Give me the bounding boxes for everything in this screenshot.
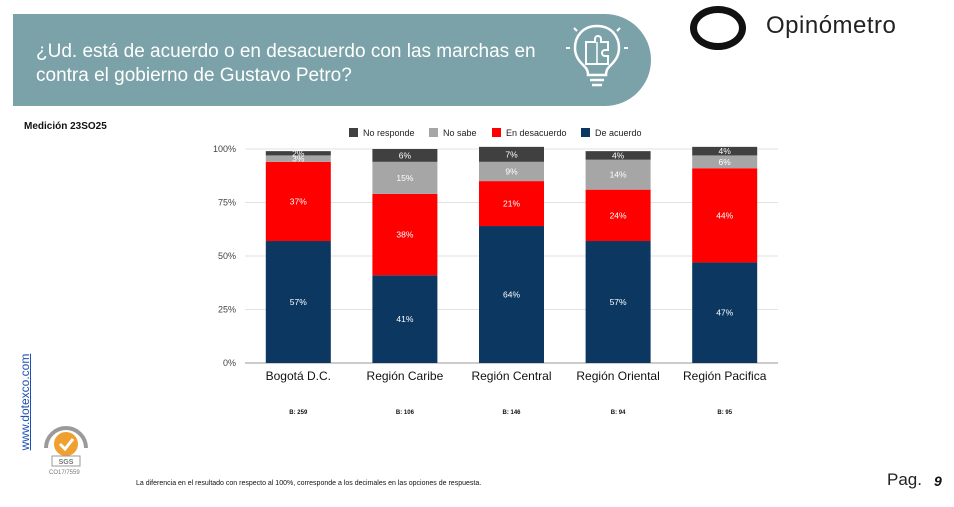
legend-label: No responde	[363, 128, 415, 138]
category-label: Región Central	[471, 369, 551, 383]
certificate-code: CO17/7559	[49, 470, 80, 476]
data-label: 41%	[396, 314, 413, 324]
bar-segment	[372, 149, 438, 162]
bar-segment	[265, 155, 331, 162]
data-label: 37%	[290, 196, 307, 206]
page-label: Pag.	[887, 470, 922, 489]
bar-segment	[265, 241, 331, 363]
sample-base-label: B: 146	[502, 410, 521, 416]
data-label: 6%	[399, 150, 412, 160]
data-label: 24%	[610, 210, 627, 220]
bar-segment	[479, 161, 544, 182]
bar-segment	[372, 193, 438, 276]
data-label: 57%	[290, 297, 307, 307]
legend-swatch	[581, 128, 590, 137]
bar-segment	[692, 168, 758, 263]
bar-segment	[479, 181, 544, 227]
bar-segment	[372, 275, 438, 363]
bar-segment	[479, 146, 544, 162]
y-tick-label: 50%	[218, 251, 236, 261]
bar-segment	[585, 159, 651, 190]
data-label: 4%	[719, 146, 732, 156]
page-number: 9	[934, 473, 942, 489]
legend-label: De acuerdo	[595, 128, 642, 138]
sample-base-label: B: 259	[289, 410, 308, 416]
legend-swatch	[492, 128, 501, 137]
data-label: 47%	[716, 308, 733, 318]
bar-segment	[372, 161, 438, 194]
data-label: 2%	[292, 148, 305, 158]
website-link[interactable]: www.dotexco.com	[18, 353, 32, 451]
data-label: 44%	[716, 210, 733, 220]
category-label: Región Oriental	[576, 369, 659, 383]
y-tick-label: 75%	[218, 198, 236, 208]
y-tick-label: 0%	[223, 358, 236, 368]
bar-segment	[585, 241, 651, 363]
bar-segment	[585, 151, 651, 160]
lightbulb-puzzle-icon	[566, 24, 628, 87]
survey-question: ¿Ud. está de acuerdo o en desacuerdo con…	[36, 41, 536, 86]
bar-segment	[692, 262, 758, 363]
category-label: Bogotá D.C.	[266, 369, 331, 383]
sample-base-label: B: 94	[611, 410, 626, 416]
data-label: 7%	[505, 149, 518, 159]
data-label: 57%	[610, 297, 627, 307]
legend-label: No sabe	[443, 128, 477, 138]
data-label: 6%	[719, 157, 732, 167]
sample-base-label: B: 95	[717, 410, 732, 416]
data-label: 3%	[292, 154, 305, 164]
category-label: Región Pacifica	[683, 369, 767, 383]
data-label: 64%	[503, 290, 520, 300]
data-label: 9%	[505, 166, 518, 176]
y-tick-label: 25%	[218, 305, 236, 315]
data-label: 14%	[610, 170, 627, 180]
bar-segment	[692, 146, 758, 156]
y-tick-label: 100%	[213, 144, 236, 154]
sgs-certification-seal-icon: SGS	[44, 426, 88, 467]
data-label: 21%	[503, 199, 520, 209]
sample-base-label: B: 106	[396, 410, 415, 416]
bar-segment	[265, 151, 331, 156]
data-label: 15%	[396, 173, 413, 183]
data-label: 4%	[612, 150, 625, 160]
legend-label: En desacuerdo	[506, 128, 567, 138]
legend-swatch	[349, 128, 358, 137]
bar-segment	[265, 161, 331, 242]
measurement-label: Medición 23SO25	[24, 121, 107, 132]
legend-swatch	[429, 128, 438, 137]
bar-segment	[479, 226, 544, 363]
bar-segment	[585, 189, 651, 242]
category-label: Región Caribe	[367, 369, 444, 383]
header-banner	[13, 14, 651, 106]
bar-segment	[692, 155, 758, 169]
data-label: 38%	[396, 230, 413, 240]
svg-text:SGS: SGS	[59, 459, 74, 466]
footnote: La diferencia en el resultado con respec…	[136, 480, 482, 487]
brand-logo-icon	[690, 6, 746, 50]
brand-name: Opinómetro	[766, 12, 897, 39]
